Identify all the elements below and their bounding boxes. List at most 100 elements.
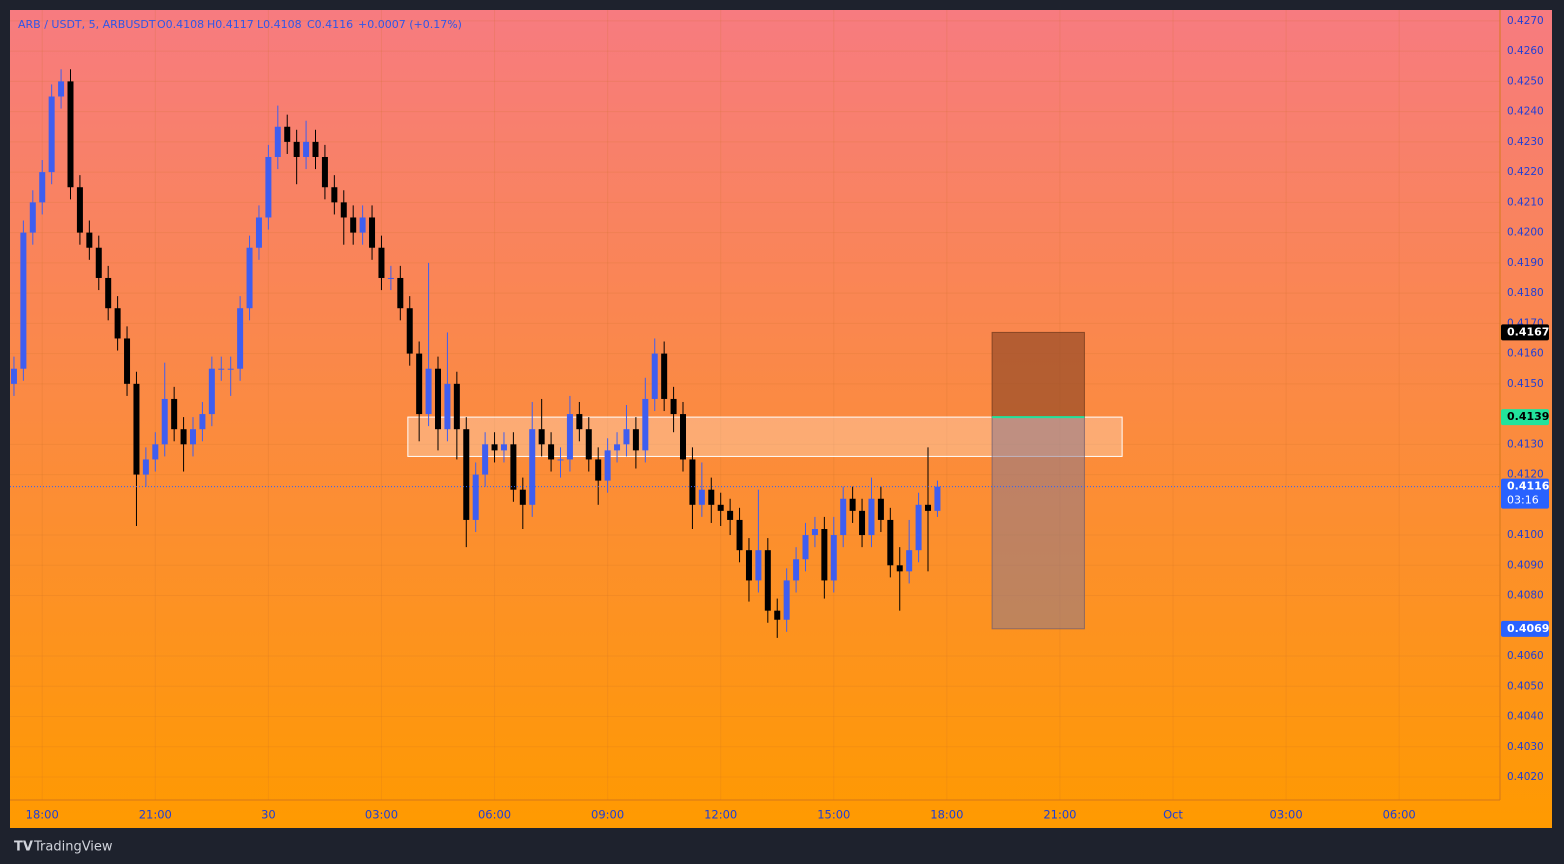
y-tick-label: 0.4160 (1507, 348, 1544, 360)
y-tick-label: 0.4060 (1507, 650, 1544, 662)
countdown: 03:16 (1507, 494, 1539, 507)
y-tick-label: 0.4220 (1507, 166, 1544, 178)
candle-body (519, 489, 526, 505)
price-label: 0.4139 (1507, 410, 1549, 423)
candle-body (397, 277, 404, 309)
candle-body (830, 535, 837, 581)
candle-body (651, 353, 658, 399)
candle-body (595, 459, 602, 481)
candle-body (680, 414, 687, 460)
candle-body (303, 141, 310, 157)
candle-body (576, 414, 583, 430)
candle-body (868, 498, 875, 536)
candle-body (793, 559, 800, 581)
candle-body (152, 444, 159, 460)
candle-body (133, 383, 140, 475)
candle-body (425, 368, 432, 415)
candle-body (435, 368, 442, 430)
candle-body (614, 444, 621, 451)
candle-body (369, 217, 376, 248)
price-label-box (1501, 478, 1549, 509)
candle-body (557, 459, 564, 461)
y-tick-label: 0.4090 (1507, 559, 1544, 571)
candle-body (76, 187, 83, 233)
ohlc-low: L0.4108 (257, 18, 302, 31)
candle-body (208, 368, 215, 415)
y-tick-label: 0.4100 (1507, 529, 1544, 541)
x-tick-label: 21:00 (1043, 808, 1076, 822)
candle-body (849, 498, 856, 511)
x-tick-label: 03:00 (365, 808, 398, 822)
candle-body (698, 489, 705, 505)
y-tick-label: 0.4120 (1507, 469, 1544, 481)
y-tick-label: 0.4020 (1507, 771, 1544, 783)
candle-body (906, 550, 913, 572)
x-tick-label: 15:00 (817, 808, 850, 822)
candle-body (604, 450, 611, 481)
candle-body (529, 429, 536, 505)
y-tick-label: 0.4260 (1507, 45, 1544, 57)
candle-body (293, 141, 300, 157)
x-tick-label: 06:00 (1383, 808, 1416, 822)
candle-body (359, 217, 366, 233)
candle-body (877, 498, 884, 520)
candle-body (237, 308, 244, 369)
ohlc-close: C0.4116 (307, 18, 353, 31)
y-tick-label: 0.4050 (1507, 680, 1544, 692)
candle-body (218, 368, 225, 370)
candle-body (670, 398, 677, 415)
y-tick-label: 0.4190 (1507, 257, 1544, 269)
price-label: 0.4167 (1507, 325, 1549, 338)
candle-body (340, 202, 347, 218)
brand[interactable]: TradingView (33, 840, 113, 855)
candle-body (255, 217, 262, 248)
candle-body (632, 429, 639, 451)
candle-body (925, 504, 932, 511)
candle-body (265, 156, 272, 218)
candle-body (661, 353, 668, 399)
candle-body (453, 383, 460, 430)
candle-body (491, 444, 498, 451)
candle-body (934, 486, 941, 511)
candle-body (821, 529, 828, 581)
candle-body (736, 519, 743, 551)
candle-body (161, 398, 168, 445)
target-zone (991, 331, 1085, 418)
candle-body (284, 126, 291, 142)
candle-body (623, 429, 630, 445)
brand-logo[interactable]: TV (14, 840, 33, 855)
candle-body (124, 338, 131, 384)
x-tick-label: 12:00 (704, 808, 737, 822)
y-tick-label: 0.4250 (1507, 75, 1544, 87)
x-tick-label: 18:00 (26, 808, 59, 822)
candle-body (840, 498, 847, 536)
x-tick-label: 09:00 (591, 808, 624, 822)
candle-body (114, 308, 121, 339)
y-tick-label: 0.4210 (1507, 196, 1544, 208)
candle-body (774, 610, 781, 620)
x-tick-label: 03:00 (1270, 808, 1303, 822)
candle-body (887, 519, 894, 566)
candle-body (585, 429, 592, 460)
candle-body (764, 550, 771, 611)
candle-body (510, 444, 517, 490)
candle-body (86, 232, 93, 248)
candle-body (406, 308, 413, 354)
ohlc-high: H0.4117 (207, 18, 254, 31)
candle-body (811, 529, 818, 536)
candle-body (10, 368, 17, 384)
candle-body (350, 217, 357, 233)
ohlc-open: O0.4108 (157, 18, 204, 31)
candle-body (246, 247, 253, 309)
candle-body (500, 444, 507, 451)
candle-body (142, 459, 149, 475)
candle-body (20, 232, 27, 369)
y-tick-label: 0.4240 (1507, 106, 1544, 118)
y-tick-label: 0.4200 (1507, 227, 1544, 239)
candle-body (416, 353, 423, 415)
candle-body (29, 202, 36, 233)
candle-body (95, 247, 102, 278)
candle-body (717, 504, 724, 511)
candle-body (783, 580, 790, 620)
